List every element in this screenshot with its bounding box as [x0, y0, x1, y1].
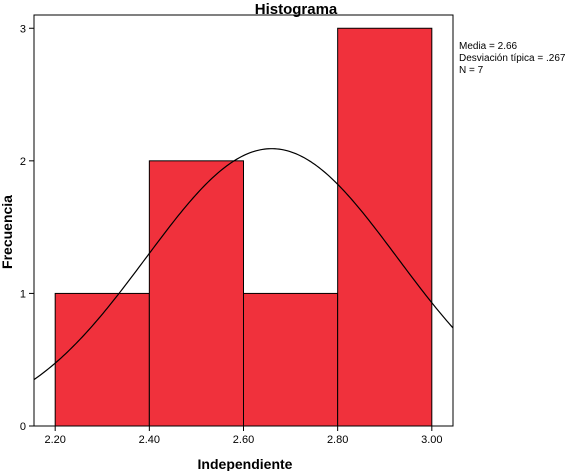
histogram-bar: [148, 160, 244, 427]
x-tick-label: 2.80: [327, 434, 348, 446]
x-tick-label: 2.20: [44, 434, 65, 446]
histogram-bar: [243, 292, 339, 427]
x-tick-label: 2.60: [233, 434, 254, 446]
normal-curve: [33, 148, 454, 381]
x-axis-title: Independiente: [198, 456, 293, 471]
y-tick-label: 3: [20, 23, 26, 35]
stats-mean: Media = 2.66: [459, 41, 518, 52]
histogram-bar: [54, 292, 150, 427]
y-axis-title: Frecuencia: [0, 195, 15, 269]
y-tick-label: 1: [20, 288, 26, 300]
stats-n: N = 7: [459, 65, 484, 76]
stats-sd: Desviación típica = .267: [459, 53, 566, 64]
histogram-bar: [337, 27, 433, 427]
chart-title: Histograma: [255, 1, 338, 18]
x-tick-label: 2.40: [139, 434, 160, 446]
y-tick-label: 2: [20, 156, 26, 168]
x-tick-label: 3.00: [421, 434, 442, 446]
y-tick-label: 0: [20, 421, 26, 433]
